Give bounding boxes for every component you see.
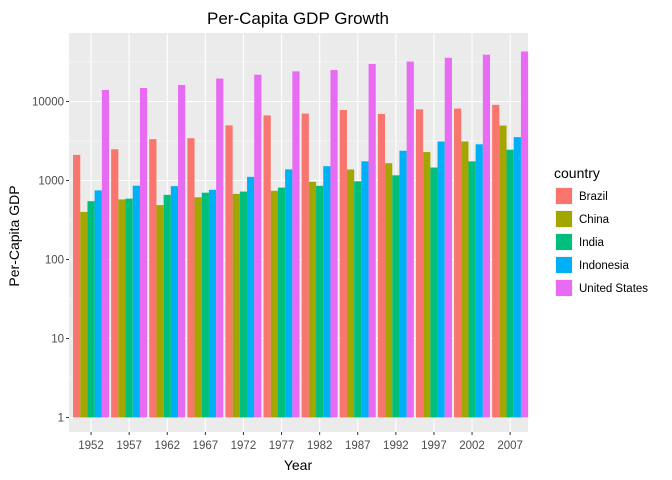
bar-brazil-1997 <box>415 109 424 418</box>
legend-label: India <box>579 237 605 249</box>
y-tick-label: 100 <box>45 255 64 267</box>
bar-india-1972 <box>239 191 248 418</box>
bar-china-1957 <box>118 199 126 418</box>
bar-china-1967 <box>194 197 202 418</box>
bar-indonesia-1952 <box>94 190 102 418</box>
bar-indonesia-1997 <box>437 141 445 418</box>
chart-title: Per-Capita GDP Growth <box>207 9 389 28</box>
bar-india-2007 <box>506 149 514 418</box>
x-tick-label: 1987 <box>345 440 371 452</box>
legend-key-china <box>556 211 572 227</box>
x-tick-label: 1982 <box>307 440 333 452</box>
y-tick-label: 10 <box>51 334 64 346</box>
bar-united-states-1957 <box>139 87 148 418</box>
x-tick-label: 1972 <box>231 440 257 452</box>
bar-china-2007 <box>499 125 507 418</box>
bar-india-1957 <box>125 198 133 418</box>
legend-key-brazil <box>556 188 572 204</box>
bar-united-states-1997 <box>444 57 452 418</box>
bar-indonesia-1957 <box>132 185 140 418</box>
x-tick-label: 2007 <box>497 440 523 452</box>
bar-china-1972 <box>232 193 240 418</box>
legend-label: United States <box>579 283 648 295</box>
bar-china-1997 <box>423 152 431 418</box>
x-tick-label: 2002 <box>459 440 485 452</box>
bar-india-1992 <box>392 175 400 418</box>
bar-united-states-1972 <box>254 74 262 418</box>
bar-brazil-2002 <box>454 108 462 418</box>
x-axis-title: Year <box>284 457 313 473</box>
legend-title: country <box>554 165 600 181</box>
bar-indonesia-1992 <box>399 150 407 418</box>
y-axis-title: Per-Capita GDP <box>6 185 22 286</box>
bar-united-states-1987 <box>368 63 376 418</box>
x-tick-label: 1997 <box>421 440 447 452</box>
bar-indonesia-1982 <box>323 166 331 418</box>
bar-united-states-1977 <box>292 71 300 418</box>
y-tick-label: 1000 <box>38 176 64 188</box>
bar-indonesia-1977 <box>285 169 293 418</box>
bars <box>73 51 529 418</box>
bar-india-2002 <box>468 161 476 418</box>
bar-china-1982 <box>308 181 317 418</box>
bar-united-states-1952 <box>101 89 110 418</box>
bar-brazil-1962 <box>149 139 157 418</box>
bar-indonesia-1962 <box>170 186 179 418</box>
bar-china-2002 <box>461 141 469 418</box>
legend-label: China <box>579 214 610 226</box>
x-tick-label: 1967 <box>193 440 219 452</box>
bar-indonesia-2007 <box>513 137 521 418</box>
legend-label: Indonesia <box>579 260 629 272</box>
legend-key-indonesia <box>556 257 572 273</box>
bar-united-states-1967 <box>216 78 224 418</box>
bar-china-1992 <box>385 163 393 418</box>
bar-brazil-1972 <box>225 125 233 418</box>
bar-united-states-1982 <box>330 70 338 418</box>
x-tick-label: 1962 <box>154 440 180 452</box>
bar-united-states-1962 <box>178 85 186 418</box>
bar-brazil-1977 <box>263 115 271 418</box>
bar-china-1987 <box>346 169 355 418</box>
bar-india-1987 <box>354 181 362 418</box>
legend-key-united-states <box>556 280 572 296</box>
bar-united-states-1992 <box>406 61 414 418</box>
bar-china-1952 <box>80 211 88 418</box>
bar-brazil-1967 <box>187 138 195 418</box>
bar-india-1997 <box>430 167 438 418</box>
bar-united-states-2002 <box>482 54 491 418</box>
y-tick-label: 10000 <box>32 97 64 109</box>
y-axis: 1 10 100 1000 10000 <box>32 97 69 425</box>
legend-label: Brazil <box>579 191 608 203</box>
bar-brazil-1987 <box>339 109 347 418</box>
x-tick-label: 1952 <box>78 440 104 452</box>
bar-united-states-2007 <box>520 51 529 418</box>
legend: country Brazil China India Indonesia United … <box>554 165 648 297</box>
bar-india-1952 <box>87 201 95 418</box>
x-axis: 1952 1957 1962 1967 1972 1977 1982 1987 1992 1997… <box>78 432 523 452</box>
bar-india-1982 <box>316 185 324 418</box>
bar-brazil-1952 <box>73 154 81 418</box>
x-tick-label: 1992 <box>383 440 409 452</box>
bar-brazil-1992 <box>377 113 386 418</box>
y-tick-label: 1 <box>58 413 64 425</box>
bar-china-1962 <box>156 205 164 418</box>
bar-brazil-1957 <box>111 149 119 418</box>
bar-india-1967 <box>201 192 209 418</box>
bar-china-1977 <box>270 190 278 418</box>
x-tick-label: 1977 <box>269 440 295 452</box>
x-tick-label: 1957 <box>116 440 142 452</box>
bar-indonesia-2002 <box>475 144 483 418</box>
bar-brazil-1982 <box>301 113 309 418</box>
bar-indonesia-1972 <box>247 176 255 418</box>
bar-brazil-2007 <box>492 104 500 418</box>
legend-key-india <box>556 234 572 250</box>
bar-indonesia-1967 <box>208 189 217 418</box>
bar-india-1962 <box>163 194 171 418</box>
bar-india-1977 <box>277 187 286 418</box>
bar-indonesia-1987 <box>361 161 369 418</box>
